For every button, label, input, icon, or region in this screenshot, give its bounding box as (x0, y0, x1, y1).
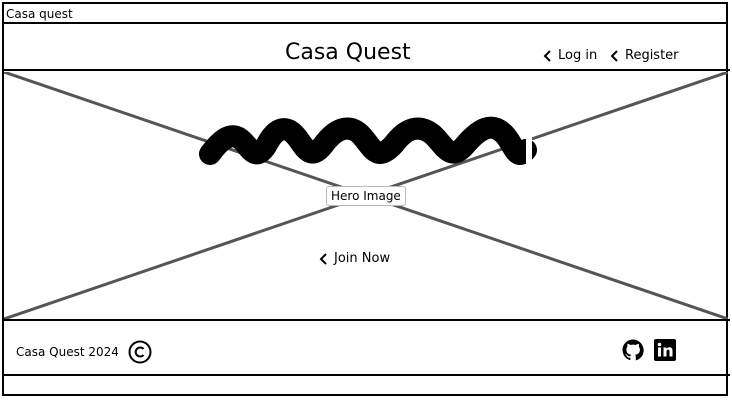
window-title: Casa quest (6, 7, 73, 21)
chevron-left-icon (543, 49, 551, 62)
login-link-label: Log in (558, 48, 598, 63)
register-link[interactable]: Register (609, 48, 679, 63)
github-icon[interactable] (621, 338, 645, 362)
linkedin-icon[interactable] (653, 338, 677, 362)
chevron-left-icon (319, 252, 327, 265)
join-now-link[interactable]: Join Now (318, 251, 390, 266)
site-brand: Casa Quest (285, 40, 411, 65)
login-link[interactable]: Log in (542, 48, 597, 63)
join-now-label: Join Now (334, 251, 391, 266)
site-header (2, 24, 730, 71)
copyright-text: Casa Quest 2024 (16, 345, 119, 359)
chevron-left-icon (610, 49, 618, 62)
browser-window-frame (2, 2, 728, 396)
hero-image-label: Hero Image (326, 186, 406, 206)
scribble-logo (199, 116, 537, 165)
copyright-icon (128, 340, 152, 364)
register-link-label: Register (625, 48, 679, 63)
title-bar (4, 4, 726, 24)
site-footer (2, 319, 730, 376)
